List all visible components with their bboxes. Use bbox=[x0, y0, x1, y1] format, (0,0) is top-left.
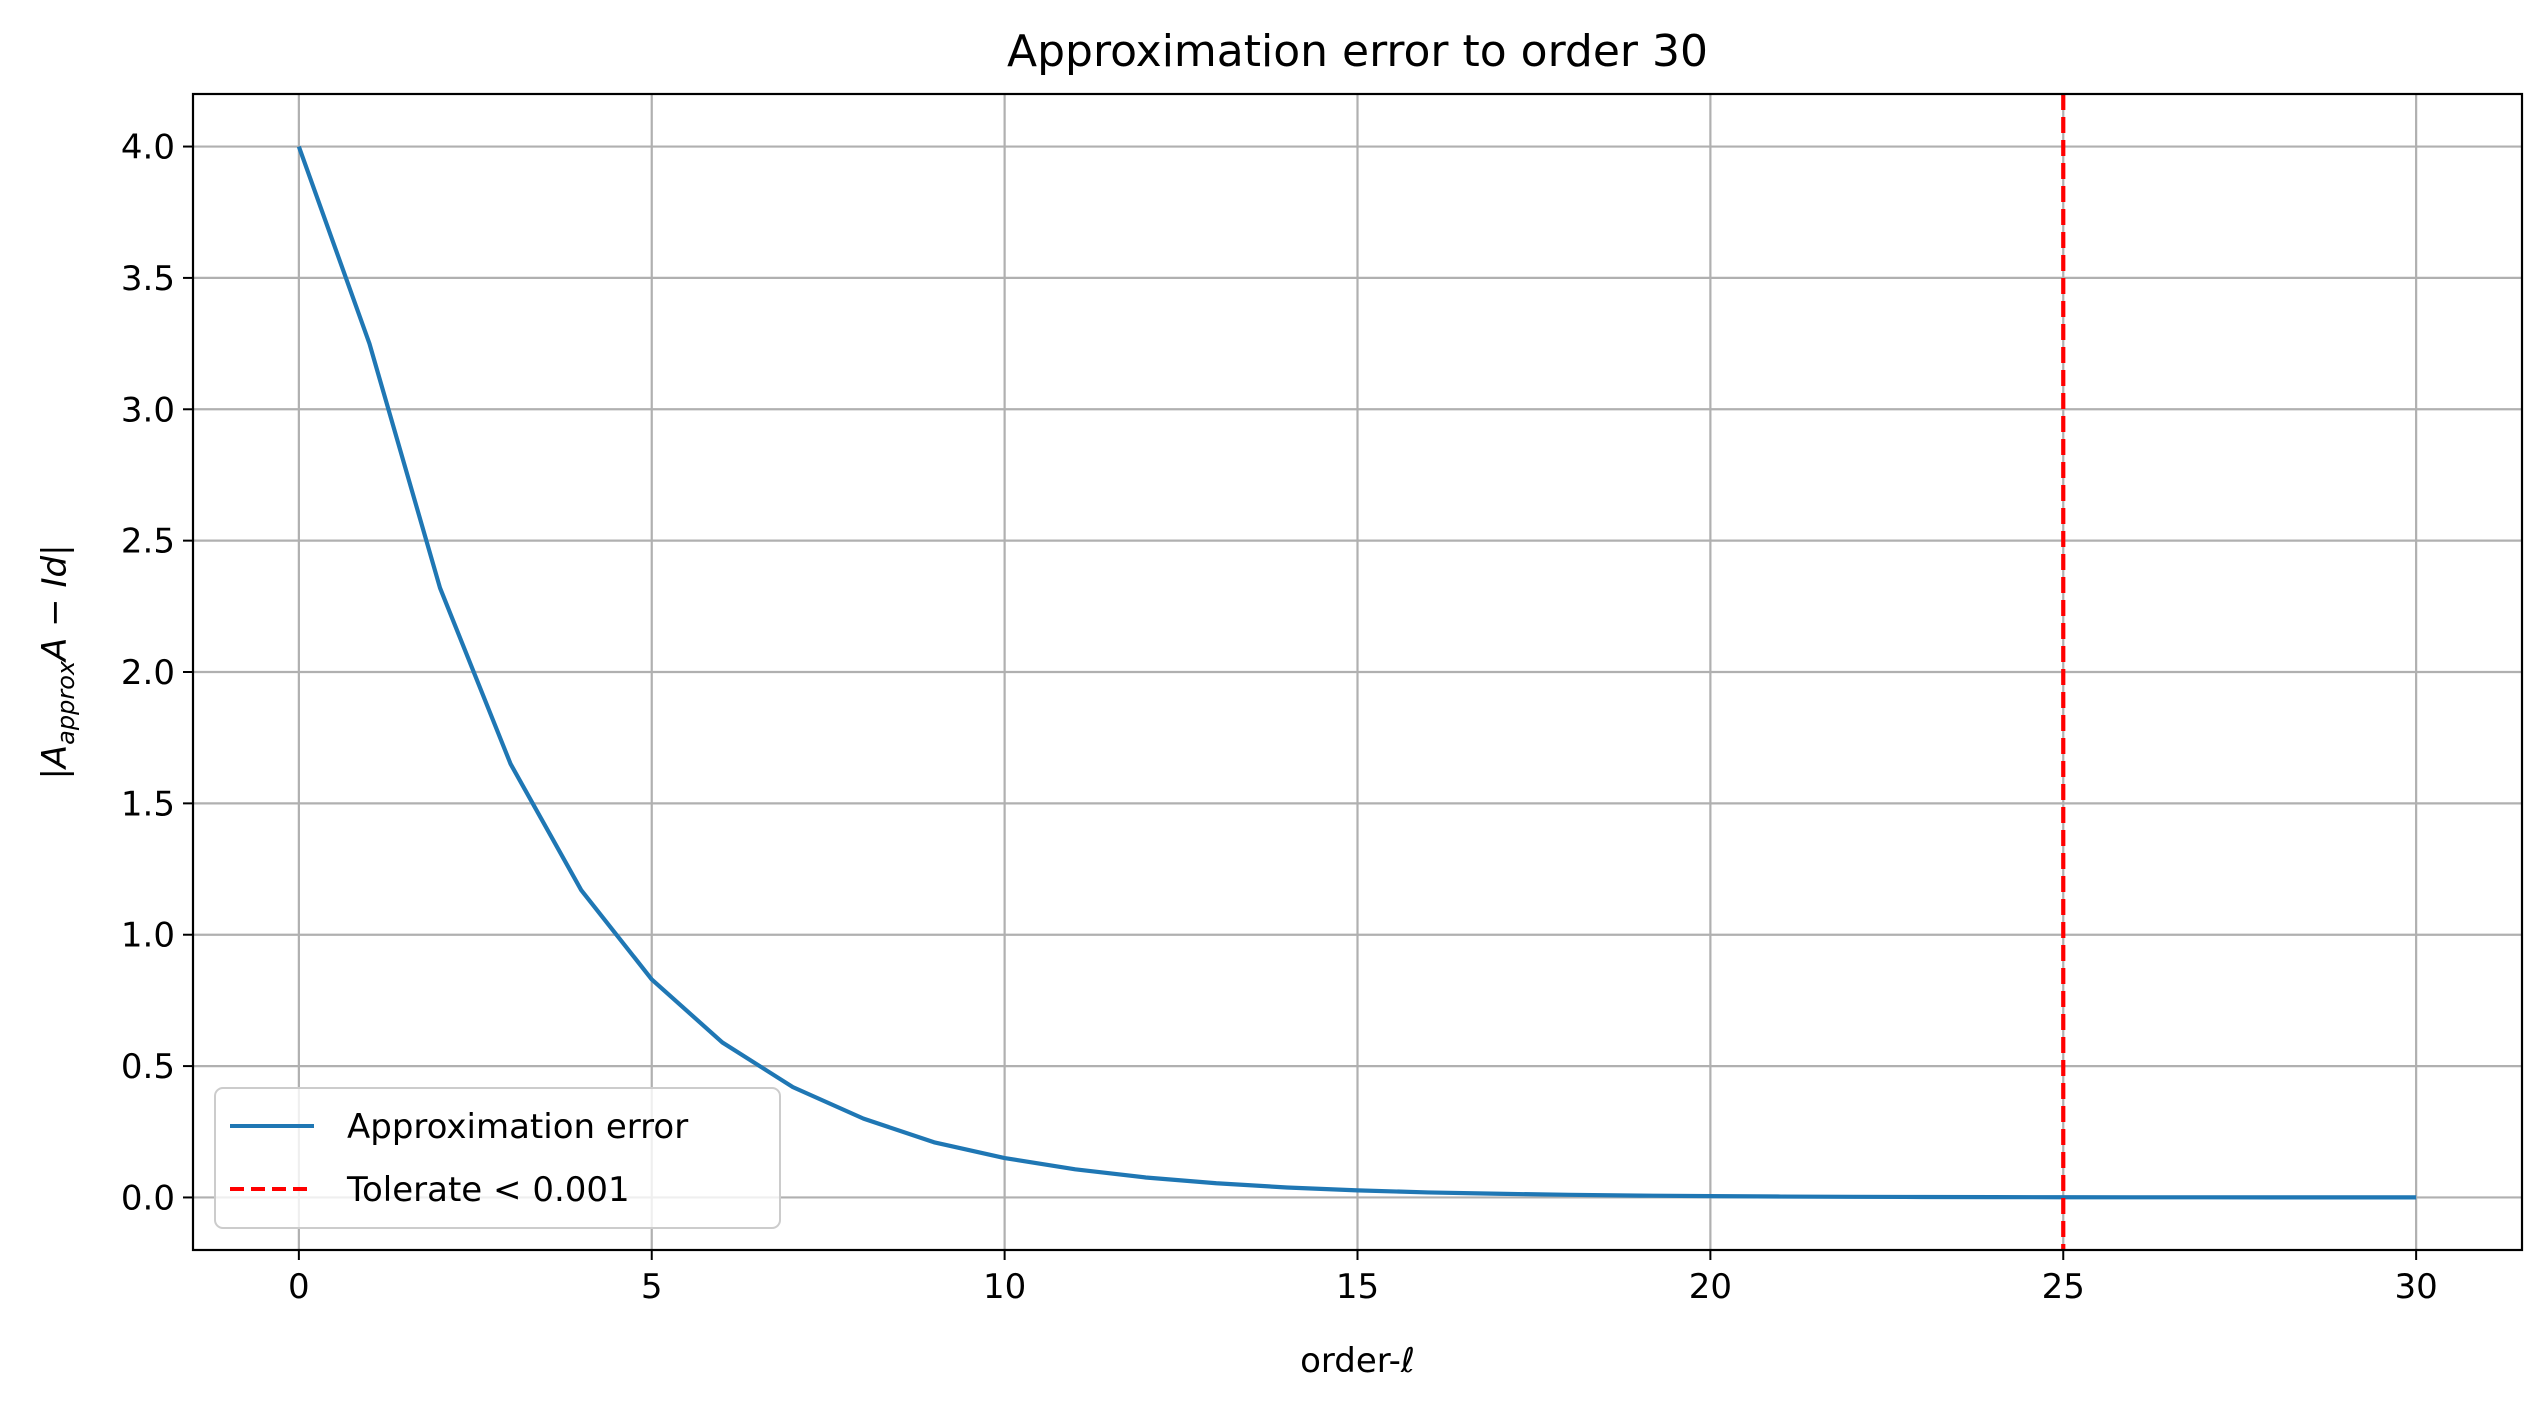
legend-label-approximation-error: Approximation error bbox=[347, 1107, 688, 1147]
legend-label-tolerance: Tolerate < 0.001 bbox=[346, 1170, 630, 1210]
y-axis-title-main: |A bbox=[35, 745, 75, 780]
series-line-approximation-error bbox=[296, 145, 2417, 1200]
y-tick-label: 1.0 bbox=[121, 916, 175, 956]
y-tick-label: 3.5 bbox=[121, 259, 175, 299]
y-axis-title-rest: A − Id| bbox=[35, 544, 75, 662]
x-tick-label: 10 bbox=[983, 1267, 1026, 1307]
y-tick-label: 3.0 bbox=[121, 390, 175, 430]
y-axis-title: |AapproxA − Id| bbox=[35, 544, 80, 779]
y-axis-title-subscript: approx bbox=[52, 660, 80, 745]
y-tick-label: 1.5 bbox=[121, 784, 175, 824]
y-tick-label: 0.0 bbox=[121, 1178, 175, 1218]
series-layer bbox=[296, 145, 2417, 1200]
y-tick-label: 2.0 bbox=[121, 653, 175, 693]
legend-box bbox=[214, 1087, 781, 1229]
y-tick-label: 2.5 bbox=[121, 522, 175, 562]
x-tick-label: 30 bbox=[2395, 1267, 2438, 1307]
x-axis-title: order-ℓ bbox=[1300, 1341, 1415, 1381]
x-tick-label: 0 bbox=[288, 1267, 310, 1307]
legend: Approximation error Tolerate < 0.001 bbox=[214, 1087, 781, 1229]
x-tick-label: 5 bbox=[641, 1267, 663, 1307]
x-tick-label: 15 bbox=[1336, 1267, 1379, 1307]
y-tick-label: 0.5 bbox=[121, 1047, 175, 1087]
ticks: 0 5 10 15 20 25 30 0.0 0.5 1.0 1.5 2.0 2.5 3.0 3.5 4.0 bbox=[121, 128, 2438, 1307]
x-tick-label: 20 bbox=[1689, 1267, 1732, 1307]
y-tick-label: 4.0 bbox=[121, 128, 175, 168]
chart-title: Approximation error to order 30 bbox=[1007, 26, 1708, 77]
x-tick-label: 25 bbox=[2042, 1267, 2085, 1307]
